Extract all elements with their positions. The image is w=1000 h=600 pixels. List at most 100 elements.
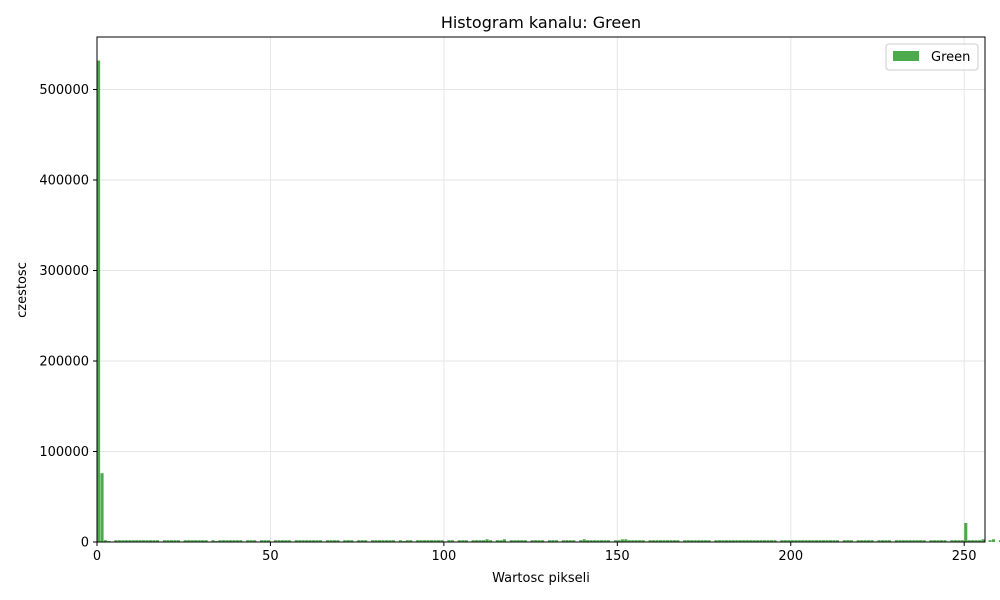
histogram-bar <box>634 540 638 542</box>
histogram-bar <box>939 540 944 542</box>
histogram-bar <box>953 540 957 542</box>
histogram-bar <box>717 540 722 542</box>
histogram-bar <box>929 540 933 542</box>
histogram-bar <box>901 540 905 542</box>
histogram-bar <box>249 540 253 542</box>
histogram-bar <box>388 540 392 542</box>
histogram-bar <box>218 540 222 542</box>
histogram-bar <box>547 540 552 542</box>
histogram-bar <box>273 540 278 542</box>
histogram-bar <box>842 540 846 542</box>
histogram-bar <box>187 540 191 542</box>
histogram-bar <box>693 540 697 542</box>
histogram-bar <box>266 540 271 542</box>
histogram-bar <box>887 540 891 542</box>
histogram-bar <box>152 540 156 542</box>
histogram-bar <box>239 540 243 542</box>
histogram-bar <box>884 540 888 542</box>
histogram-bar <box>735 540 739 542</box>
histogram-bar <box>201 540 205 542</box>
histogram-bar <box>502 539 506 542</box>
histogram-bar <box>991 539 996 542</box>
histogram-bar <box>440 540 444 542</box>
histogram-bar <box>783 540 787 542</box>
histogram-bar <box>280 540 284 542</box>
histogram-bar <box>704 540 708 542</box>
histogram-bar <box>596 540 600 542</box>
histogram-bar <box>880 540 885 542</box>
histogram-bar <box>405 540 409 542</box>
histogram-bar <box>846 540 850 542</box>
histogram-bar <box>627 540 631 542</box>
histogram-bar <box>579 540 583 542</box>
y-tick-label: 200000 <box>39 354 89 369</box>
histogram-bar <box>877 540 881 542</box>
histogram-bar <box>988 540 992 542</box>
histogram-bar <box>124 540 128 542</box>
histogram-bar <box>658 540 663 542</box>
histogram-bar <box>978 540 982 542</box>
histogram-bar <box>620 539 624 542</box>
histogram-bar <box>294 540 298 542</box>
histogram-bar <box>586 540 590 542</box>
histogram-bar <box>162 540 167 542</box>
histogram-bar <box>967 540 971 542</box>
histogram-bar <box>360 540 364 542</box>
histogram-bar <box>731 540 735 542</box>
histogram-bar <box>169 540 173 542</box>
histogram-bar <box>523 540 527 542</box>
histogram-bar <box>534 540 538 542</box>
histogram-bar <box>301 540 305 542</box>
histogram-bar <box>131 540 135 542</box>
histogram-bar <box>246 540 250 542</box>
histogram-bar <box>998 540 1000 542</box>
histogram-bar <box>797 540 801 542</box>
histogram-bar <box>336 540 340 542</box>
histogram-bar <box>808 540 812 542</box>
histogram-bar <box>749 540 753 542</box>
histogram-bar <box>606 540 611 542</box>
histogram-bar <box>818 540 822 542</box>
chart-title: Histogram kanalu: Green <box>441 13 641 32</box>
histogram-bar <box>773 540 777 542</box>
y-tick-label: 300000 <box>39 264 89 279</box>
histogram-bar <box>759 540 763 542</box>
histogram-bar <box>624 539 628 542</box>
histogram-bar <box>603 540 607 542</box>
histogram-bar <box>756 540 760 542</box>
histogram-bar <box>742 540 746 542</box>
histogram-bar <box>114 540 118 542</box>
histogram-bar <box>974 540 978 542</box>
histogram-bar <box>599 540 604 542</box>
histogram-bar <box>582 539 586 542</box>
histogram-bar <box>464 540 468 542</box>
histogram-bar <box>752 540 756 542</box>
histogram-bar <box>221 540 225 542</box>
histogram-bar <box>520 540 524 542</box>
histogram-bar <box>794 540 798 542</box>
histogram-bar <box>728 540 732 542</box>
histogram-bar <box>936 540 940 542</box>
histogram-bar <box>981 539 985 542</box>
histogram-bar <box>804 540 808 542</box>
histogram-bar <box>100 473 104 542</box>
histogram-bar <box>516 540 520 542</box>
histogram-bar <box>676 540 680 542</box>
histogram-bar <box>745 540 749 542</box>
histogram-bar <box>298 540 302 542</box>
histogram-bar <box>641 540 645 542</box>
histogram-bar <box>686 540 690 542</box>
histogram-bar <box>672 540 676 542</box>
histogram-bar <box>971 540 975 542</box>
histogram-bar <box>381 540 385 542</box>
histogram-bar <box>721 540 725 542</box>
histogram-bar <box>950 540 954 542</box>
legend-swatch-green <box>893 51 919 61</box>
histogram-bar <box>821 540 826 542</box>
histogram-bar <box>142 540 146 542</box>
histogram-bar <box>655 540 659 542</box>
histogram-bar <box>835 540 839 542</box>
histogram-bar <box>145 540 149 542</box>
histogram-bar <box>738 540 742 542</box>
histogram-bar <box>832 540 836 542</box>
